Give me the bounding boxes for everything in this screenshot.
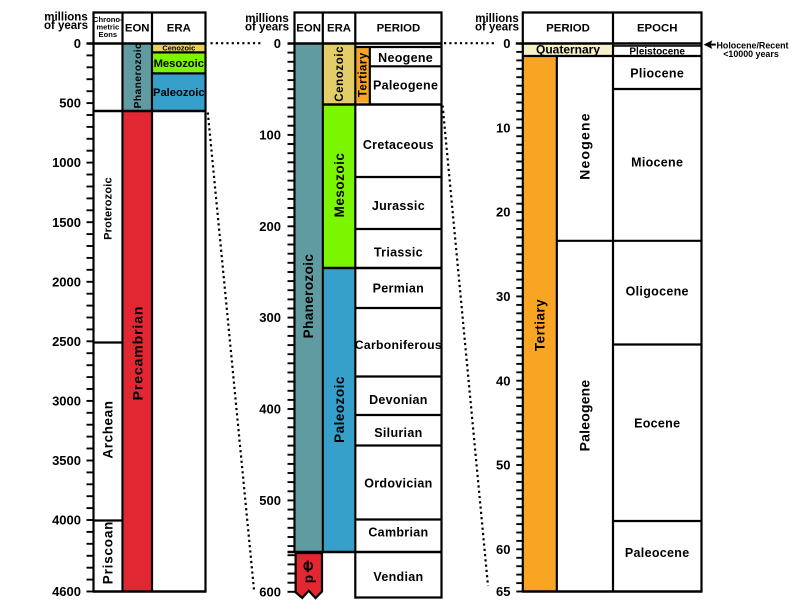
- svg-text:0: 0: [274, 36, 281, 51]
- svg-text:Miocene: Miocene: [631, 156, 683, 170]
- svg-text:300: 300: [259, 310, 281, 325]
- svg-text:Permian: Permian: [373, 281, 424, 295]
- svg-text:20: 20: [496, 205, 510, 220]
- svg-text:Paleogene: Paleogene: [576, 380, 592, 452]
- svg-text:Pliocene: Pliocene: [630, 67, 684, 81]
- svg-text:Mesozoic: Mesozoic: [332, 153, 347, 218]
- svg-text:0: 0: [74, 36, 81, 51]
- svg-text:Pleistocene: Pleistocene: [629, 47, 685, 58]
- svg-text:3000: 3000: [52, 394, 81, 409]
- svg-text:Paleozoic: Paleozoic: [332, 376, 347, 443]
- svg-text:Tertiary: Tertiary: [533, 299, 548, 351]
- svg-text:Ordovician: Ordovician: [364, 477, 432, 491]
- svg-text:1500: 1500: [52, 215, 81, 230]
- svg-text:ERA: ERA: [327, 22, 351, 34]
- svg-text:metric: metric: [96, 22, 119, 31]
- svg-text:Mesozoic: Mesozoic: [154, 58, 204, 70]
- svg-text:2000: 2000: [52, 274, 81, 289]
- svg-text:<10000 years: <10000 years: [723, 49, 779, 59]
- svg-text:4000: 4000: [52, 513, 81, 528]
- svg-text:0: 0: [503, 36, 510, 51]
- svg-text:Phanerozoic: Phanerozoic: [133, 43, 144, 109]
- svg-text:Carboniferous: Carboniferous: [355, 338, 442, 352]
- svg-text:2500: 2500: [52, 334, 81, 349]
- svg-text:Paleozoic: Paleozoic: [153, 87, 205, 99]
- svg-text:millions: millions: [245, 13, 288, 25]
- svg-text:Cenozoic: Cenozoic: [162, 44, 195, 53]
- svg-text:400: 400: [259, 402, 281, 417]
- svg-text:Eons: Eons: [99, 30, 118, 39]
- svg-text:50: 50: [496, 458, 510, 473]
- svg-text:3500: 3500: [52, 453, 81, 468]
- svg-text:Paleogene: Paleogene: [373, 79, 438, 93]
- svg-text:30: 30: [496, 289, 510, 304]
- svg-text:100: 100: [259, 128, 281, 143]
- svg-text:Neogene: Neogene: [378, 51, 433, 65]
- svg-text:of years: of years: [475, 21, 519, 33]
- svg-text:Neogene: Neogene: [576, 112, 592, 180]
- svg-text:Paleocene: Paleocene: [625, 546, 690, 560]
- svg-text:Cambrian: Cambrian: [368, 526, 428, 540]
- svg-text:ERA: ERA: [167, 22, 191, 34]
- svg-text:of years: of years: [245, 21, 289, 33]
- svg-text:Phanerozoic: Phanerozoic: [301, 254, 316, 339]
- svg-text:millions: millions: [475, 13, 518, 25]
- svg-text:of years: of years: [44, 20, 88, 32]
- svg-text:Triassic: Triassic: [374, 246, 423, 260]
- svg-text:1000: 1000: [52, 155, 81, 170]
- svg-text:p: p: [301, 575, 316, 583]
- svg-text:200: 200: [259, 219, 281, 234]
- svg-text:Jurassic: Jurassic: [372, 199, 425, 213]
- svg-text:Oligocene: Oligocene: [626, 285, 689, 299]
- svg-text:500: 500: [259, 493, 281, 508]
- svg-text:600: 600: [259, 584, 281, 599]
- svg-text:PERIOD: PERIOD: [546, 22, 590, 34]
- svg-text:EON: EON: [125, 22, 150, 34]
- svg-text:millions: millions: [44, 11, 87, 23]
- svg-text:Silurian: Silurian: [374, 426, 422, 440]
- svg-text:10: 10: [496, 120, 510, 135]
- svg-text:Holocene/Recent: Holocene/Recent: [717, 40, 789, 50]
- svg-text:EPOCH: EPOCH: [637, 22, 678, 34]
- svg-text:Tertiary: Tertiary: [358, 52, 370, 97]
- svg-text:Archean: Archean: [101, 400, 116, 458]
- svg-text:Priscoan: Priscoan: [101, 521, 116, 584]
- svg-text:Precambrian: Precambrian: [129, 306, 145, 401]
- svg-text:EON: EON: [296, 22, 321, 34]
- svg-text:Chrono-: Chrono-: [93, 15, 123, 24]
- svg-text:Cretaceous: Cretaceous: [363, 138, 434, 152]
- svg-text:Cenozoic: Cenozoic: [334, 46, 346, 102]
- svg-text:4600: 4600: [52, 584, 81, 599]
- svg-text:Eocene: Eocene: [634, 417, 680, 431]
- svg-text:Quaternary: Quaternary: [536, 43, 600, 57]
- svg-text:Vendian: Vendian: [373, 570, 423, 584]
- svg-text:65: 65: [496, 584, 510, 599]
- svg-text:60: 60: [496, 542, 510, 557]
- svg-text:500: 500: [59, 96, 81, 111]
- svg-text:40: 40: [496, 373, 510, 388]
- svg-text:Devonian: Devonian: [369, 393, 428, 407]
- svg-text:Proterozoic: Proterozoic: [103, 177, 115, 240]
- svg-text:PERIOD: PERIOD: [377, 22, 421, 34]
